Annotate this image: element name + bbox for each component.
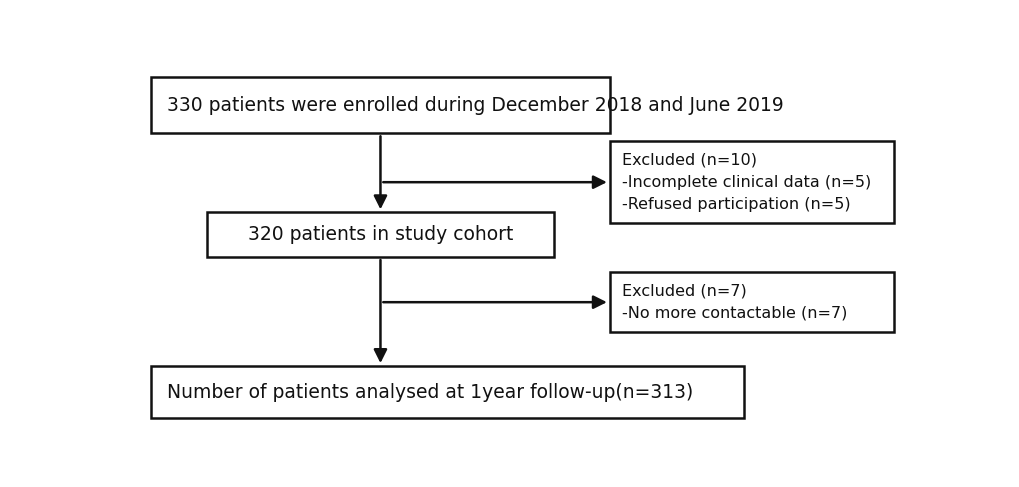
Text: Excluded (n=7)
-No more contactable (n=7): Excluded (n=7) -No more contactable (n=7… <box>621 283 846 321</box>
Text: Number of patients analysed at 1year follow-up(n=313): Number of patients analysed at 1year fol… <box>167 383 693 402</box>
Text: Excluded (n=10)
-Incomplete clinical data (n=5)
-Refused participation (n=5): Excluded (n=10) -Incomplete clinical dat… <box>621 152 870 212</box>
Bar <box>206 212 554 257</box>
Text: 330 patients were enrolled during December 2018 and June 2019: 330 patients were enrolled during Decemb… <box>167 96 783 115</box>
Bar <box>151 366 744 418</box>
Bar <box>609 141 894 224</box>
Bar <box>151 77 609 133</box>
Text: 320 patients in study cohort: 320 patients in study cohort <box>248 225 513 244</box>
Bar <box>609 272 894 332</box>
